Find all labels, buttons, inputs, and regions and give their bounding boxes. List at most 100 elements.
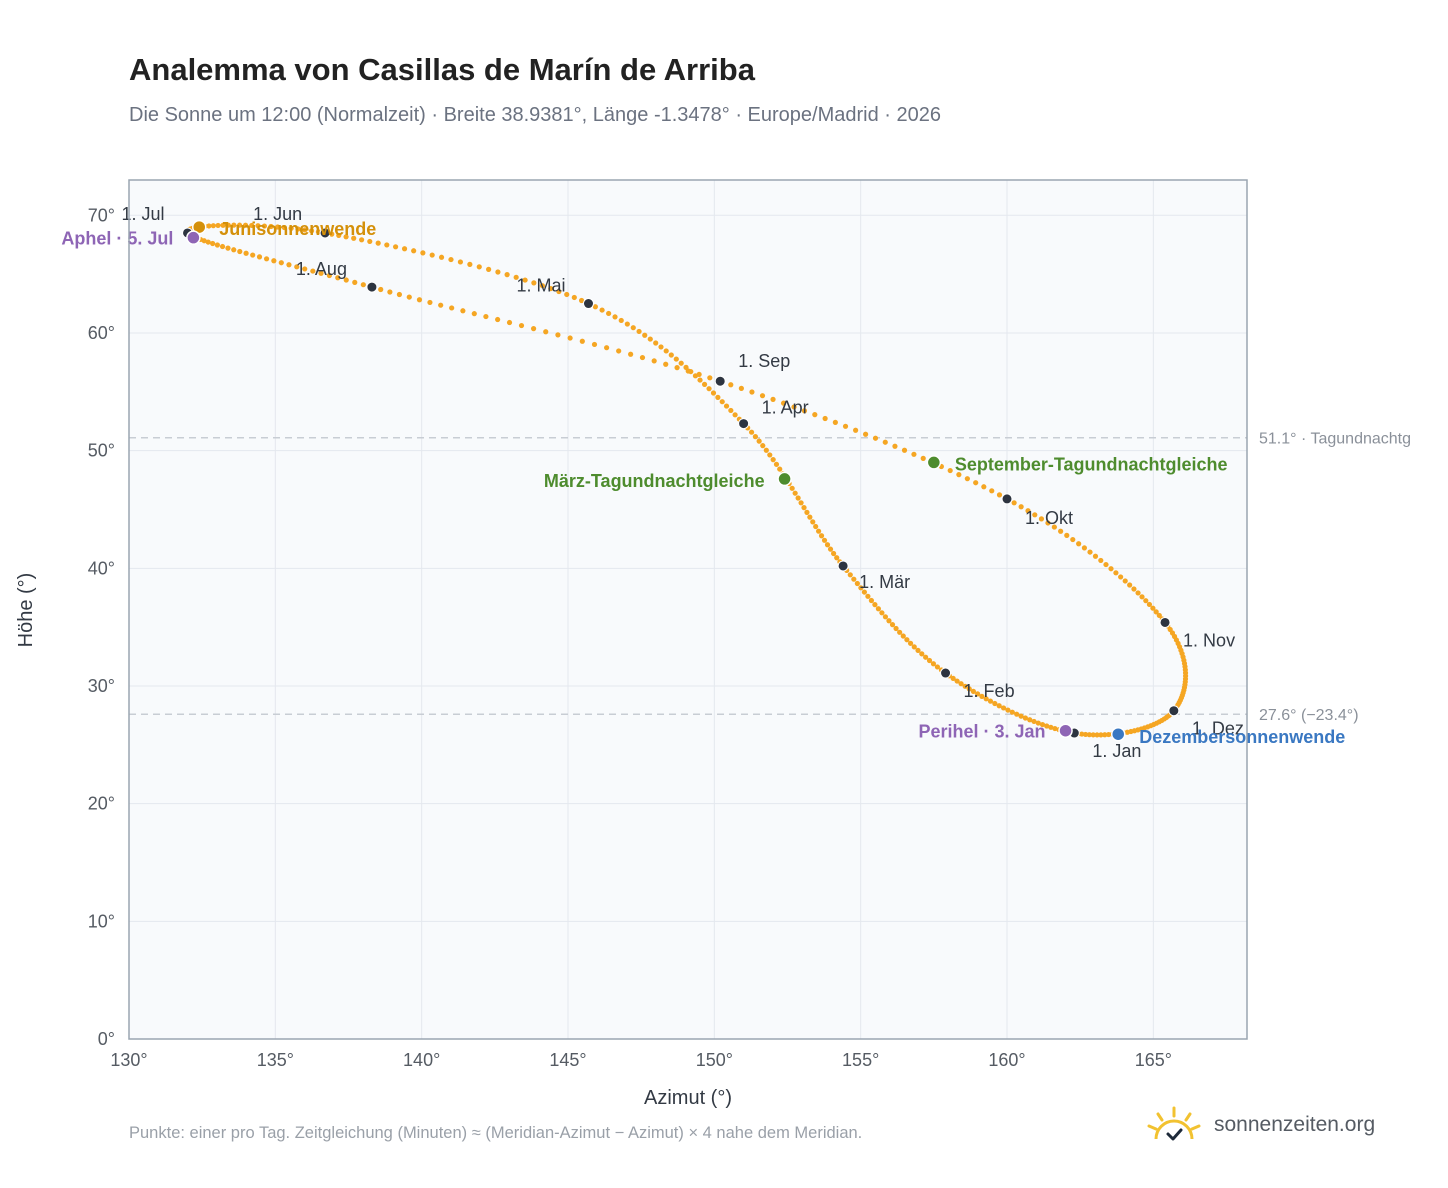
event-markers: Junisonnenwende Aphel · 5. Jul März-Tagund… — [61, 219, 1345, 747]
daily-sun-position — [1018, 713, 1024, 719]
daily-sun-position — [604, 345, 610, 351]
daily-sun-position — [636, 328, 642, 335]
daily-sun-position — [416, 297, 423, 303]
daily-sun-position — [387, 289, 393, 295]
daily-sun-position — [770, 457, 776, 463]
daily-sun-position — [1153, 609, 1159, 615]
daily-sun-position — [858, 585, 864, 591]
daily-sun-position — [504, 272, 510, 278]
daily-sun-position — [872, 602, 878, 608]
daily-sun-position — [250, 252, 256, 258]
daily-sun-position — [427, 299, 433, 306]
analemma-curve — [184, 222, 1189, 738]
daily-sun-position — [335, 275, 341, 281]
daily-sun-position — [1122, 578, 1128, 584]
daily-sun-position — [1014, 711, 1020, 717]
daily-sun-position — [748, 429, 755, 435]
month-label: 1. Jan — [1092, 741, 1141, 761]
daily-sun-position — [954, 678, 960, 684]
daily-sun-position — [773, 461, 780, 467]
daily-sun-position — [522, 277, 528, 283]
daily-sun-position — [1102, 732, 1108, 738]
daily-sun-position — [904, 637, 910, 643]
daily-sun-position — [1039, 721, 1046, 728]
daily-sun-position — [893, 625, 899, 632]
daily-sun-position — [530, 326, 537, 332]
daily-sun-position — [630, 325, 636, 331]
daily-sun-position — [1022, 715, 1028, 721]
daily-sun-position — [934, 664, 941, 670]
event-label: Junisonnenwende — [219, 219, 376, 239]
daily-sun-position — [286, 262, 292, 268]
daily-sun-position — [1098, 557, 1104, 564]
month-marker — [940, 667, 952, 679]
daily-sun-position — [732, 412, 738, 418]
daily-sun-position — [1031, 718, 1037, 725]
daily-sun-position — [956, 472, 962, 478]
daily-sun-position — [1156, 612, 1162, 619]
daily-sun-position — [911, 644, 917, 650]
daily-sun-position — [616, 348, 622, 354]
daily-sun-position — [678, 360, 684, 366]
daily-sun-position — [449, 305, 455, 311]
daily-sun-position — [599, 307, 605, 313]
daily-sun-position — [992, 700, 998, 707]
daily-sun-position — [302, 266, 308, 272]
daily-sun-position — [831, 550, 837, 557]
daily-sun-position — [1103, 561, 1109, 568]
daily-sun-position — [697, 377, 703, 383]
daily-sun-position — [834, 555, 840, 561]
month-label: 1. Feb — [964, 681, 1015, 701]
daily-sun-position — [919, 651, 925, 657]
daily-sun-position — [818, 533, 825, 539]
daily-sun-position — [1064, 532, 1070, 538]
daily-sun-position — [214, 242, 221, 248]
daily-sun-position — [1025, 508, 1031, 514]
month-marker — [837, 560, 849, 572]
daily-sun-position — [336, 232, 342, 239]
y-tick-label: 30° — [88, 676, 115, 696]
daily-sun-position — [539, 283, 546, 289]
daily-sun-position — [210, 223, 216, 229]
daily-sun-position — [375, 240, 381, 246]
daily-sun-position — [308, 228, 315, 234]
daily-sun-position — [411, 248, 417, 254]
daily-sun-position — [460, 308, 466, 314]
daily-sun-position — [351, 235, 357, 241]
daily-sun-position — [360, 282, 366, 288]
daily-sun-position — [1081, 545, 1088, 551]
daily-sun-position — [401, 246, 408, 252]
daily-sun-position — [448, 256, 454, 263]
month-label: 1. Okt — [1025, 508, 1073, 528]
x-tick-label: 150° — [696, 1050, 733, 1070]
reference-line-label: 27.6° (−23.4°) — [1259, 707, 1359, 724]
event-label: Dezembersonnenwende — [1139, 727, 1345, 747]
month-label: 1. Jun — [253, 204, 302, 224]
daily-sun-position — [438, 302, 444, 308]
x-tick-label: 155° — [842, 1050, 879, 1070]
daily-sun-position — [950, 675, 956, 682]
daily-sun-position — [920, 455, 926, 461]
event-label: September-Tagundnachtgleiche — [955, 454, 1228, 474]
daily-sun-position — [531, 280, 537, 286]
daily-sun-position — [406, 294, 412, 300]
sun-logo-icon — [1147, 1106, 1201, 1141]
daily-sun-position — [1018, 504, 1024, 510]
y-tick-label: 0° — [98, 1029, 115, 1049]
daily-sun-position — [567, 335, 573, 341]
daily-sun-position — [1076, 541, 1082, 547]
daily-sun-position — [728, 407, 734, 414]
daily-sun-position — [343, 277, 349, 283]
daily-sun-position — [879, 610, 885, 616]
daily-sun-position — [486, 266, 492, 272]
daily-sun-position — [1087, 549, 1093, 555]
daily-sun-position — [1000, 705, 1007, 711]
daily-sun-position — [707, 375, 713, 381]
chart-subtitle: Die Sonne um 12:00 (Normalzeit) · Breite… — [129, 104, 942, 126]
daily-sun-position — [824, 542, 831, 548]
daily-sun-position — [996, 703, 1002, 709]
daily-sun-position — [548, 285, 554, 292]
daily-sun-position — [975, 691, 981, 697]
daily-sun-position — [749, 389, 755, 395]
daily-sun-position — [1052, 725, 1058, 732]
